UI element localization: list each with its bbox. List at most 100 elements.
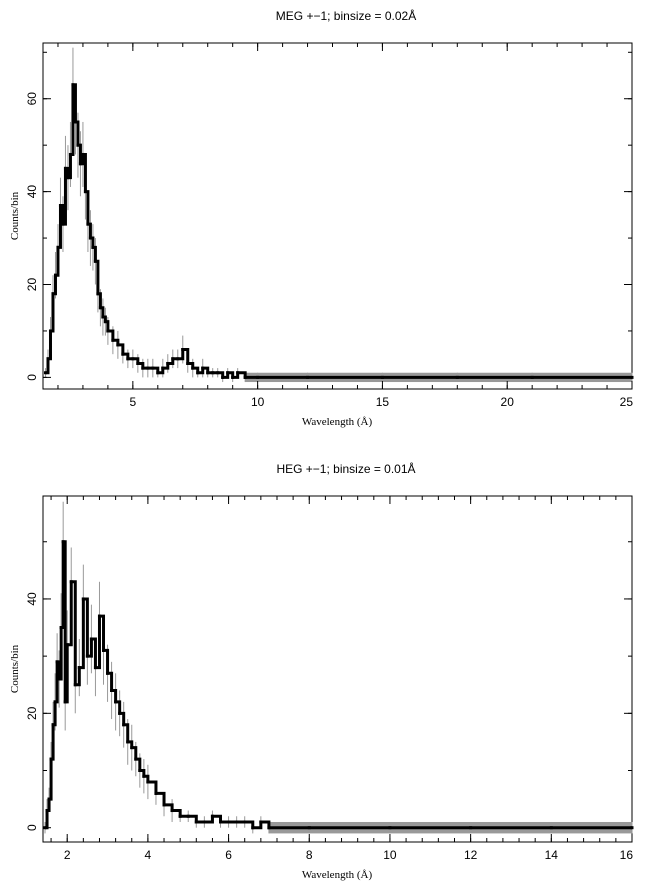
data-point	[151, 366, 155, 370]
data-point	[201, 366, 205, 370]
y-tick-label: 40	[25, 592, 39, 606]
data-point	[73, 683, 77, 687]
data-point	[219, 820, 223, 824]
data-point	[236, 371, 240, 375]
x-tick-label: 6	[225, 848, 232, 862]
data-point	[256, 375, 260, 379]
data-point	[156, 371, 160, 375]
data-point	[176, 357, 180, 361]
data-point	[46, 357, 50, 361]
data-point	[243, 375, 247, 379]
data-point	[227, 820, 231, 824]
x-tick-label: 8	[306, 848, 313, 862]
data-point	[307, 826, 311, 830]
y-tick-label: 40	[25, 185, 39, 199]
data-point	[45, 809, 49, 813]
data-point	[81, 152, 85, 156]
data-point	[76, 143, 80, 147]
data-point	[47, 797, 51, 801]
data-point	[53, 273, 57, 277]
x-tick-label: 20	[501, 395, 515, 409]
x-tick-label: 12	[464, 848, 478, 862]
data-point	[96, 292, 100, 296]
data-point	[98, 306, 102, 310]
data-point	[178, 814, 182, 818]
data-point	[106, 329, 110, 333]
y-tick-label: 20	[25, 278, 39, 292]
data-point	[171, 357, 175, 361]
data-point	[251, 826, 255, 830]
data-point	[210, 814, 214, 818]
data-point	[86, 222, 90, 226]
x-tick-label: 15	[376, 395, 390, 409]
x-tick-label: 25	[620, 395, 634, 409]
x-tick-label: 16	[620, 848, 634, 862]
data-point	[235, 820, 239, 824]
y-tick-label: 0	[25, 374, 39, 381]
data-point	[43, 371, 47, 375]
series-line	[45, 83, 632, 379]
data-point	[56, 245, 60, 249]
data-point	[469, 826, 473, 830]
data-point	[78, 162, 82, 166]
data-point	[122, 723, 126, 727]
data-point	[221, 375, 225, 379]
data-point	[259, 820, 263, 824]
data-point	[136, 361, 140, 365]
data-point	[191, 366, 195, 370]
data-point	[206, 371, 210, 375]
data-point	[101, 315, 105, 319]
data-point	[154, 791, 158, 795]
data-point	[81, 597, 85, 601]
chart-title: MEG +−1; binsize = 0.02Å	[276, 8, 416, 23]
data-point	[68, 152, 72, 156]
data-point	[103, 320, 107, 324]
data-point	[83, 190, 87, 194]
data-point	[55, 660, 59, 664]
data-point	[63, 166, 67, 170]
data-point	[102, 648, 106, 652]
data-point	[53, 700, 57, 704]
y-tick-label: 0	[25, 824, 39, 831]
data-point	[93, 666, 97, 670]
data-point	[116, 343, 120, 347]
data-point	[226, 371, 230, 375]
data-point	[166, 361, 170, 365]
data-point	[61, 540, 65, 544]
data-point	[146, 366, 150, 370]
x-axis-label: Wavelength (Å)	[302, 416, 373, 428]
series-line	[45, 540, 632, 830]
meg-spectrum-panel: MEG +−1; binsize = 0.02Å 5 10 15 20 25 0 20 40 6…	[9, 8, 634, 428]
data-point	[146, 780, 150, 784]
data-point	[111, 338, 115, 342]
y-axis-label: Counts/bin	[9, 191, 21, 240]
data-point	[57, 677, 61, 681]
data-point	[51, 723, 55, 727]
data-point	[130, 746, 134, 750]
data-point	[118, 711, 122, 715]
data-point	[89, 637, 93, 641]
axis-ticks: 2 4 6 8 10 12 14 16 0 20 40	[25, 496, 633, 862]
data-point	[388, 826, 392, 830]
data-point	[85, 654, 89, 658]
data-point	[93, 259, 97, 263]
data-point	[134, 757, 138, 761]
data-point	[88, 236, 92, 240]
data-point	[114, 700, 118, 704]
data-point	[530, 375, 534, 379]
data-point	[97, 614, 101, 618]
data-point	[65, 643, 69, 647]
data-point	[549, 826, 553, 830]
data-point	[59, 626, 63, 630]
data-point	[48, 329, 52, 333]
data-point	[71, 83, 75, 87]
data-point	[126, 357, 130, 361]
data-point	[186, 814, 190, 818]
data-point	[51, 292, 55, 296]
data-point	[49, 757, 53, 761]
data-point	[170, 809, 174, 813]
data-point	[77, 666, 81, 670]
data-point	[216, 371, 220, 375]
data-point	[186, 361, 190, 365]
data-point	[142, 774, 146, 778]
